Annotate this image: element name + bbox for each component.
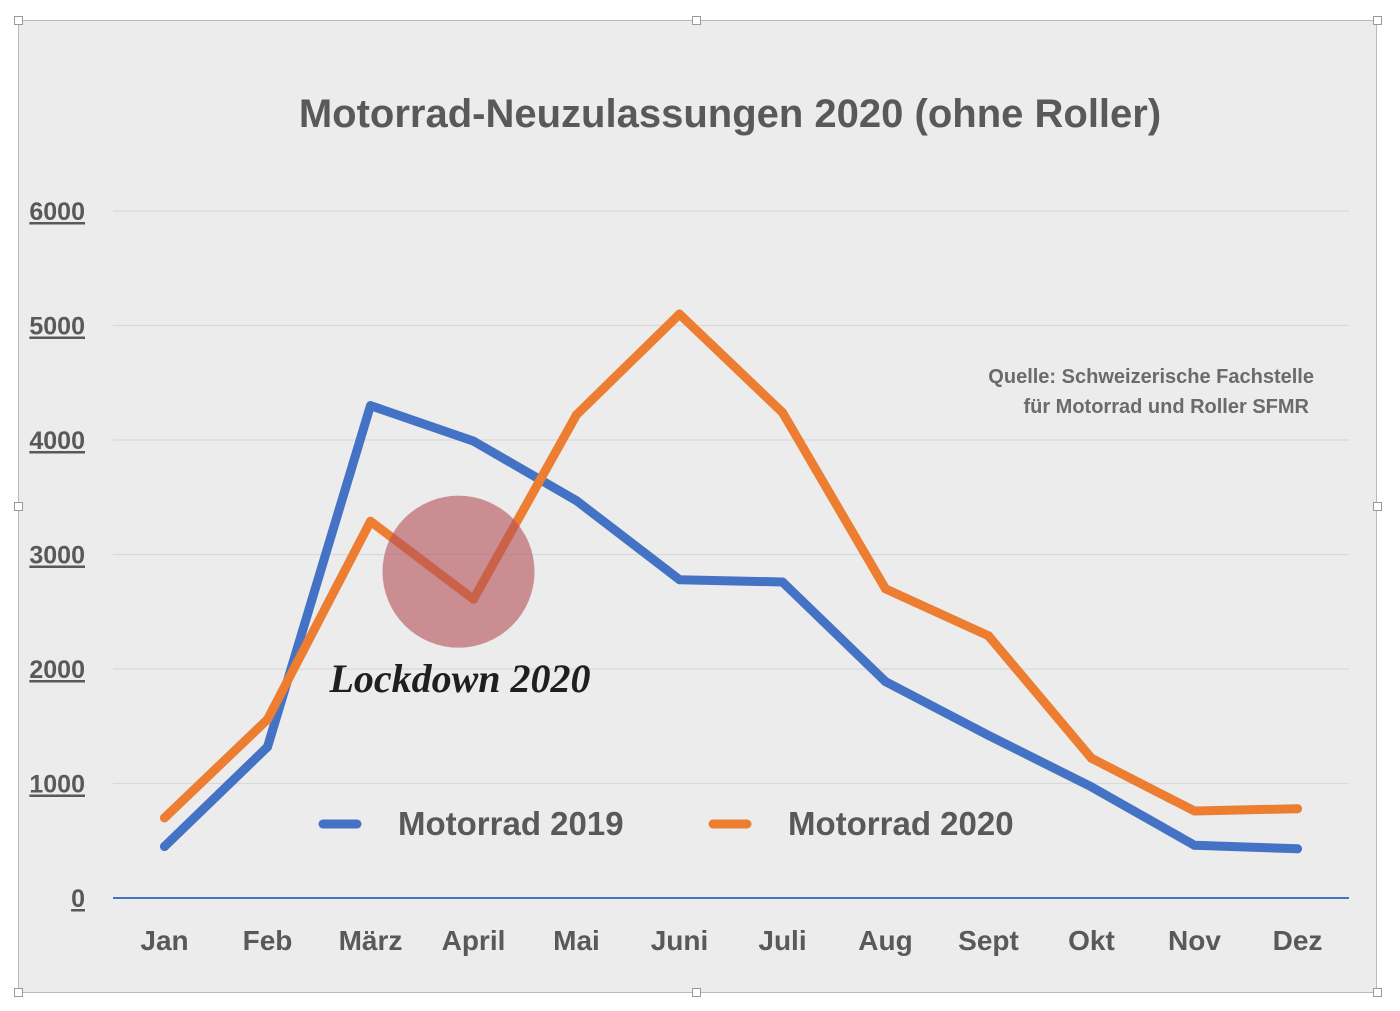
data-point: [1087, 753, 1096, 763]
x-tick-label: Juni: [651, 925, 709, 956]
data-point: [469, 436, 478, 446]
legend-label-motorrad-2020: Motorrad 2020: [788, 805, 1014, 842]
resize-handle-bottom-left[interactable]: [14, 988, 23, 997]
source-note-line2: für Motorrad und Roller SFMR: [1023, 396, 1309, 418]
data-point: [881, 677, 890, 687]
y-tick-label: 4000: [29, 427, 85, 455]
y-tick-label: 6000: [29, 198, 85, 226]
data-point: [778, 408, 787, 418]
data-point: [572, 496, 581, 506]
resize-handle-middle-right[interactable]: [1373, 502, 1382, 511]
legend: Motorrad 2019 Motorrad 2020: [318, 805, 1014, 842]
series-line-motorrad-2019: [160, 401, 1302, 854]
x-tick-label: März: [339, 925, 403, 956]
resize-handle-top-right[interactable]: [1373, 16, 1382, 25]
resize-handle-bottom-right[interactable]: [1373, 988, 1382, 997]
x-axis-tick-labels: Jan Feb März April Mai Juni Juli Aug Sept Okt Nov D…: [140, 925, 1322, 956]
data-point: [1190, 840, 1199, 850]
data-point: [1087, 782, 1096, 792]
data-point: [1293, 804, 1302, 814]
gridlines: [113, 210, 1349, 899]
y-tick-label: 0: [71, 885, 85, 913]
y-axis-tick-labels: 0 1000 2000 3000 4000 5000 6000: [29, 198, 85, 913]
data-point: [1293, 844, 1302, 854]
series-line-motorrad-2020: [160, 309, 1302, 823]
x-tick-label: Mai: [553, 925, 600, 956]
data-point: [1190, 806, 1199, 816]
x-tick-label: April: [442, 925, 506, 956]
data-point: [778, 577, 787, 587]
data-point: [881, 584, 890, 594]
chart-area: [18, 20, 1377, 993]
y-tick-label: 3000: [29, 542, 85, 570]
chart-title: Motorrad-Neuzulassungen 2020 (ohne Rolle…: [299, 92, 1161, 136]
legend-label-motorrad-2019: Motorrad 2019: [398, 805, 624, 842]
x-tick-label: Dez: [1273, 925, 1323, 956]
resize-handle-bottom-center[interactable]: [692, 988, 701, 997]
y-tick-label: 2000: [29, 656, 85, 684]
data-point: [572, 410, 581, 420]
x-tick-label: Sept: [958, 925, 1019, 956]
resize-handle-middle-left[interactable]: [14, 502, 23, 511]
x-tick-label: Nov: [1168, 925, 1221, 956]
series-lines: [160, 309, 1302, 854]
y-tick-label: 5000: [29, 313, 85, 341]
x-tick-label: Aug: [858, 925, 912, 956]
data-point: [263, 714, 272, 724]
lockdown-highlight-circle: [382, 495, 535, 648]
x-tick-label: Juli: [758, 925, 806, 956]
data-point: [263, 742, 272, 752]
y-tick-label: 1000: [29, 771, 85, 799]
resize-handle-top-center[interactable]: [692, 16, 701, 25]
data-point: [366, 516, 375, 526]
data-point: [984, 631, 993, 641]
resize-handle-top-left[interactable]: [14, 16, 23, 25]
data-point: [675, 309, 684, 319]
data-point: [160, 813, 169, 823]
lockdown-label: Lockdown 2020: [328, 656, 590, 701]
x-tick-label: Feb: [243, 925, 293, 956]
data-point: [366, 401, 375, 411]
x-tick-label: Jan: [140, 925, 188, 956]
data-point: [675, 575, 684, 585]
data-point: [160, 841, 169, 851]
data-point: [984, 730, 993, 740]
x-tick-label: Okt: [1068, 925, 1115, 956]
source-note-line1: Quelle: Schweizerische Fachstelle: [988, 366, 1314, 388]
